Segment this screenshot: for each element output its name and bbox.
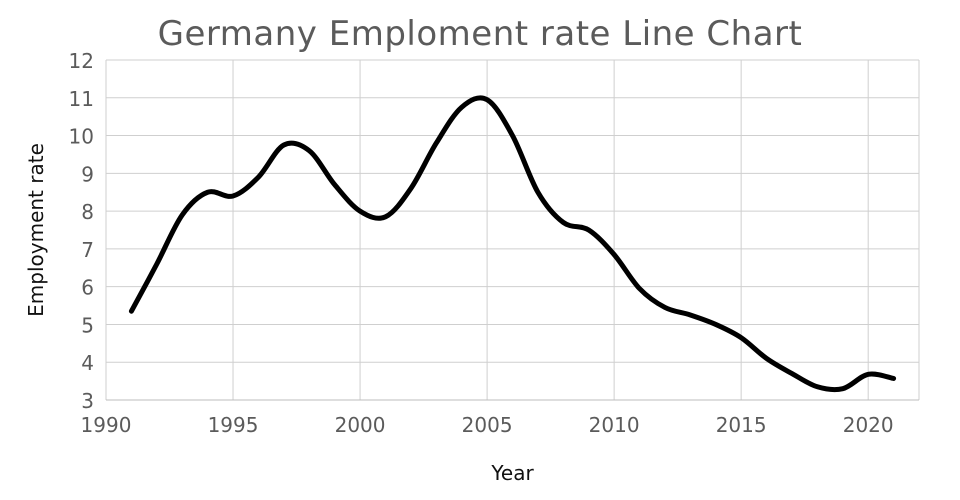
x-tick-label: 2005 (462, 413, 513, 437)
y-tick-label: 8 (81, 200, 94, 224)
x-tick-label: 1990 (81, 413, 132, 437)
x-tick-label: 2010 (589, 413, 640, 437)
x-tick-label: 2000 (335, 413, 386, 437)
y-tick-label: 10 (69, 125, 94, 149)
y-tick-label: 12 (69, 49, 94, 73)
x-tick-label: 2015 (716, 413, 767, 437)
x-axis-label: Year (490, 461, 534, 485)
y-tick-label: 4 (81, 351, 94, 375)
y-tick-label: 7 (81, 238, 94, 262)
y-tick-label: 11 (69, 87, 94, 111)
series-line (128, 95, 897, 393)
x-tick-label: 1995 (208, 413, 259, 437)
y-tick-label: 9 (81, 162, 94, 186)
y-tick-label: 5 (81, 313, 94, 337)
chart-title: Germany Emploment rate Line Chart (157, 14, 803, 54)
x-tick-label: 2020 (843, 413, 894, 437)
y-axis-label: Employment rate (24, 143, 48, 317)
y-tick-label: 6 (81, 276, 94, 300)
y-tick-label: 3 (81, 389, 94, 413)
